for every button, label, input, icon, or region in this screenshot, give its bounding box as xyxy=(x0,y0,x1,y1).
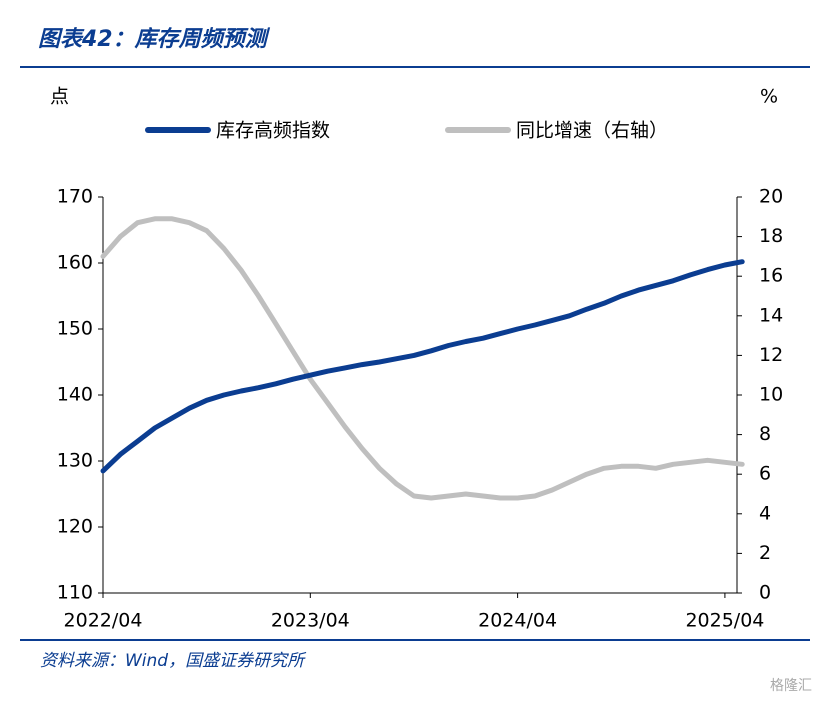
source: 资料来源：Wind，国盛证券研究所 xyxy=(40,651,307,671)
x-tick-label: 2025/04 xyxy=(685,610,764,632)
y2-tick-label: 4 xyxy=(759,502,771,524)
y-tick-label: 140 xyxy=(57,384,93,406)
y2-tick-label: 16 xyxy=(759,265,783,287)
y2-tick-label: 14 xyxy=(759,304,783,326)
y2-tick-label: 6 xyxy=(759,463,771,485)
y2-tick-label: 12 xyxy=(759,344,783,366)
y2-tick-label: 18 xyxy=(759,225,783,247)
y-tick-label: 170 xyxy=(57,186,93,208)
legend-label: 同比增速（右轴） xyxy=(516,120,668,142)
y-tick-label: 130 xyxy=(57,450,93,472)
legend-label: 库存高频指数 xyxy=(216,120,330,142)
series-line xyxy=(100,216,745,501)
x-tick-label: 2023/04 xyxy=(271,610,350,632)
y-tick-label: 120 xyxy=(57,516,93,538)
y2-tick-label: 2 xyxy=(759,542,771,564)
y-axis-label: 点 xyxy=(50,86,69,108)
watermark: 格隆汇 xyxy=(770,678,812,694)
y2-tick-label: 0 xyxy=(759,582,771,604)
y-tick-label: 160 xyxy=(57,252,93,274)
y2-tick-label: 10 xyxy=(759,384,783,406)
y2-axis-label: % xyxy=(760,86,778,108)
y-tick-label: 110 xyxy=(57,582,93,604)
series-line xyxy=(100,259,745,474)
x-tick-label: 2024/04 xyxy=(478,610,557,632)
chart-title: 图表42：库存周频预测 xyxy=(38,27,271,52)
y-tick-label: 150 xyxy=(57,318,93,340)
y2-tick-label: 8 xyxy=(759,423,771,445)
y2-tick-label: 20 xyxy=(759,186,783,208)
x-tick-label: 2022/04 xyxy=(64,610,143,632)
